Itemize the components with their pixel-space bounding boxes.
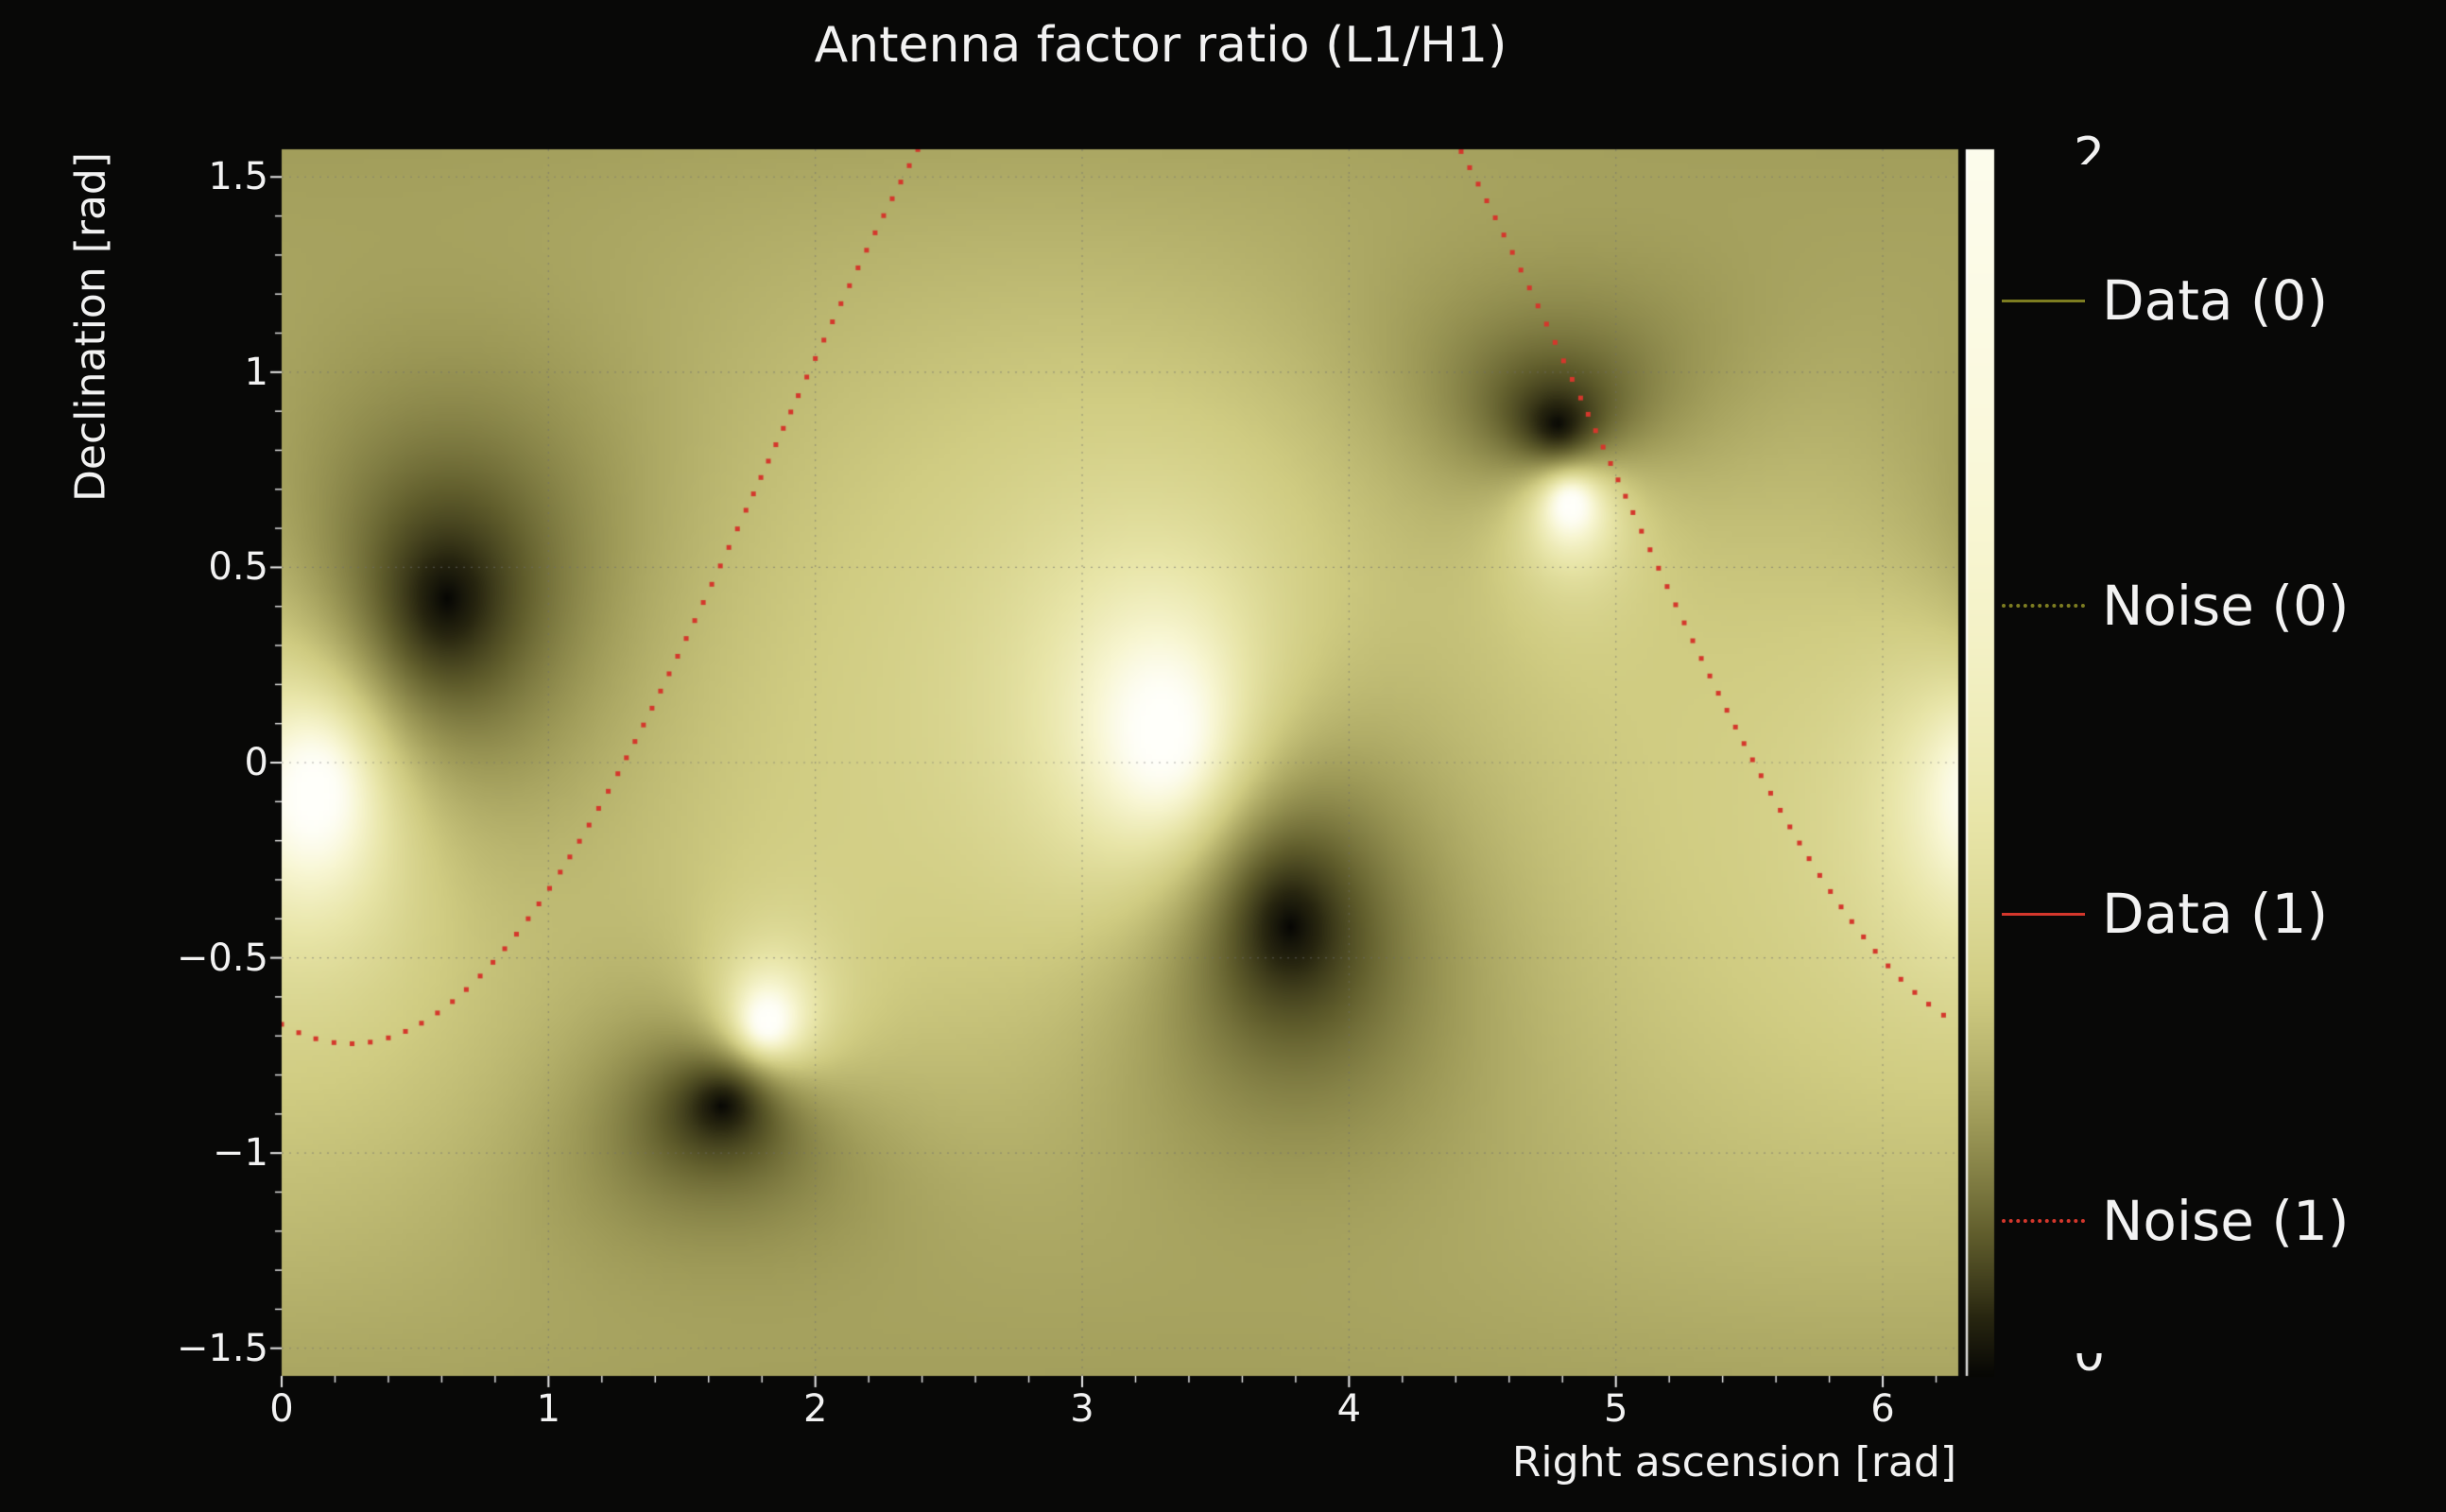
colorbar-max-value: 2 bbox=[2074, 130, 2106, 164]
y-tick-label-−0.5: −0.5 bbox=[176, 936, 268, 980]
legend-entry-data-1-: Data (1) bbox=[2002, 881, 2328, 947]
y-tick-label-−1: −1 bbox=[213, 1131, 268, 1176]
x-tick-label-1: 1 bbox=[536, 1387, 561, 1431]
x-tick-label-4: 4 bbox=[1336, 1387, 1362, 1431]
x-tick-label-6: 6 bbox=[1870, 1387, 1895, 1431]
legend-entry-data-0-: Data (0) bbox=[2002, 267, 2328, 334]
colorbar-max-label: 2 bbox=[2074, 130, 2140, 164]
x-tick-label-5: 5 bbox=[1603, 1387, 1628, 1431]
legend-label: Noise (1) bbox=[2102, 1189, 2350, 1253]
legend-label: Data (0) bbox=[2102, 268, 2329, 333]
y-tick-label-0: 0 bbox=[244, 741, 268, 784]
x-tick-label-3: 3 bbox=[1070, 1387, 1094, 1431]
y-tick-label-1: 1 bbox=[244, 350, 268, 394]
x-tick-label-0: 0 bbox=[269, 1387, 294, 1431]
legend-sample-line bbox=[2002, 604, 2085, 608]
legend-sample-line bbox=[2002, 299, 2085, 302]
legend-sample-line bbox=[2002, 912, 2085, 916]
y-tick-label-1.5: 1.5 bbox=[208, 155, 268, 199]
y-axis-label: Declination [rad] bbox=[66, 151, 115, 503]
legend-sample-line bbox=[2002, 1219, 2085, 1223]
chart-title: Antenna factor ratio (L1/H1) bbox=[814, 17, 1507, 74]
legend-entry-noise-0-: Noise (0) bbox=[2002, 573, 2349, 639]
legend-label: Data (1) bbox=[2102, 882, 2329, 946]
colorbar-min-value: 0 bbox=[2074, 1353, 2106, 1383]
colorbar-min-label: 0 bbox=[2074, 1353, 2140, 1387]
x-axis-label: Right ascension [rad] bbox=[1511, 1438, 1956, 1486]
y-tick-label-−1.5: −1.5 bbox=[176, 1326, 268, 1370]
legend-label: Noise (0) bbox=[2102, 574, 2350, 638]
x-tick-label-2: 2 bbox=[802, 1387, 828, 1431]
y-tick-label-0.5: 0.5 bbox=[208, 545, 268, 590]
legend-entry-noise-1-: Noise (1) bbox=[2002, 1188, 2349, 1254]
